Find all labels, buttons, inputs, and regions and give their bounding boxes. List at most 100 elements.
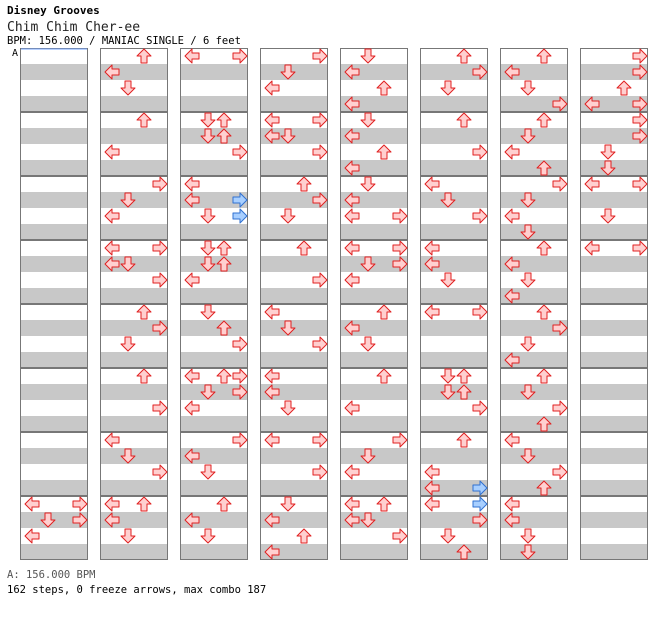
step-arrow-left bbox=[24, 496, 40, 512]
step-arrow-left bbox=[344, 128, 360, 144]
step-arrow-left bbox=[504, 288, 520, 304]
step-arrow-up bbox=[536, 480, 552, 496]
beat-stripe bbox=[100, 352, 168, 368]
beat-stripe bbox=[260, 528, 328, 544]
step-arrow-down bbox=[280, 64, 296, 80]
step-arrow-down bbox=[120, 528, 136, 544]
measure-box bbox=[20, 432, 88, 496]
beat-stripe bbox=[420, 64, 488, 80]
beat-stripe bbox=[340, 80, 408, 96]
beat-stripe bbox=[100, 464, 168, 480]
beat-stripe bbox=[20, 288, 88, 304]
measure-box bbox=[500, 496, 568, 560]
step-arrow-left bbox=[104, 64, 120, 80]
beat-stripe bbox=[500, 64, 568, 80]
beat-stripe bbox=[580, 272, 648, 288]
beat-stripe bbox=[580, 480, 648, 496]
beat-stripe bbox=[260, 448, 328, 464]
step-arrow-left bbox=[264, 432, 280, 448]
beat-stripe bbox=[20, 192, 88, 208]
step-arrow-right bbox=[312, 192, 328, 208]
beat-stripe bbox=[100, 432, 168, 448]
measure-box bbox=[580, 496, 648, 560]
beat-stripe bbox=[500, 464, 568, 480]
step-arrow-left bbox=[104, 240, 120, 256]
beat-stripe bbox=[340, 320, 408, 336]
step-arrow-left bbox=[184, 448, 200, 464]
measure-box bbox=[500, 112, 568, 176]
beat-stripe bbox=[260, 176, 328, 192]
beat-stripe bbox=[260, 224, 328, 240]
beat-stripe bbox=[420, 160, 488, 176]
beat-stripe bbox=[500, 288, 568, 304]
beat-stripe bbox=[180, 192, 248, 208]
beat-stripe bbox=[260, 256, 328, 272]
beat-stripe bbox=[100, 128, 168, 144]
step-arrow-left bbox=[184, 192, 200, 208]
beat-stripe bbox=[420, 448, 488, 464]
step-arrow-down bbox=[200, 240, 216, 256]
beat-stripe bbox=[340, 192, 408, 208]
step-arrow-up bbox=[536, 112, 552, 128]
stats-line: 162 steps, 0 freeze arrows, max combo 18… bbox=[7, 584, 267, 596]
step-arrow-left bbox=[264, 304, 280, 320]
beat-stripe bbox=[500, 368, 568, 384]
step-arrow-down bbox=[600, 144, 616, 160]
beat-stripe bbox=[20, 272, 88, 288]
beat-stripe bbox=[180, 336, 248, 352]
beat-stripe bbox=[420, 144, 488, 160]
beat-stripe bbox=[580, 256, 648, 272]
step-arrow-up bbox=[536, 368, 552, 384]
step-arrow-left bbox=[264, 112, 280, 128]
beat-stripe bbox=[580, 544, 648, 560]
measure-box bbox=[420, 240, 488, 304]
measure-box bbox=[180, 368, 248, 432]
step-arrow-right bbox=[632, 96, 648, 112]
measure-box bbox=[260, 48, 328, 112]
beat-stripe bbox=[500, 304, 568, 320]
step-arrow-down bbox=[120, 80, 136, 96]
step-arrow-down bbox=[520, 384, 536, 400]
beat-stripe bbox=[580, 496, 648, 512]
step-arrow-right bbox=[632, 128, 648, 144]
step-arrow-down bbox=[520, 528, 536, 544]
beat-stripe bbox=[580, 352, 648, 368]
step-arrow-left bbox=[184, 48, 200, 64]
measure-box bbox=[340, 368, 408, 432]
step-arrow-up bbox=[136, 304, 152, 320]
step-arrow-left bbox=[344, 192, 360, 208]
beat-stripe bbox=[580, 224, 648, 240]
measure-box bbox=[260, 496, 328, 560]
step-arrow-right bbox=[472, 208, 488, 224]
step-arrow-up bbox=[456, 112, 472, 128]
step-arrow-down bbox=[520, 192, 536, 208]
step-arrow-left bbox=[344, 160, 360, 176]
beat-stripe bbox=[420, 432, 488, 448]
measure-box bbox=[580, 368, 648, 432]
step-arrow-left bbox=[584, 176, 600, 192]
measure-box bbox=[180, 48, 248, 112]
beat-stripe bbox=[340, 96, 408, 112]
beat-stripe bbox=[500, 400, 568, 416]
step-arrow-up bbox=[376, 144, 392, 160]
measure-box bbox=[420, 432, 488, 496]
song-title: Chim Chim Cher-ee bbox=[7, 20, 141, 35]
step-arrow-left bbox=[344, 64, 360, 80]
step-arrow-left bbox=[104, 208, 120, 224]
beat-stripe bbox=[420, 544, 488, 560]
step-arrow-left bbox=[344, 96, 360, 112]
beat-stripe bbox=[260, 416, 328, 432]
beat-stripe bbox=[260, 480, 328, 496]
beat-stripe bbox=[20, 464, 88, 480]
beat-stripe bbox=[580, 240, 648, 256]
step-arrow-right bbox=[552, 176, 568, 192]
measure-box bbox=[100, 112, 168, 176]
beat-stripe bbox=[580, 512, 648, 528]
beat-stripe bbox=[180, 496, 248, 512]
step-arrow-down bbox=[520, 128, 536, 144]
step-arrow-up bbox=[216, 256, 232, 272]
beat-stripe bbox=[580, 416, 648, 432]
step-arrow-right bbox=[632, 64, 648, 80]
step-arrow-left bbox=[504, 352, 520, 368]
beat-stripe bbox=[20, 176, 88, 192]
